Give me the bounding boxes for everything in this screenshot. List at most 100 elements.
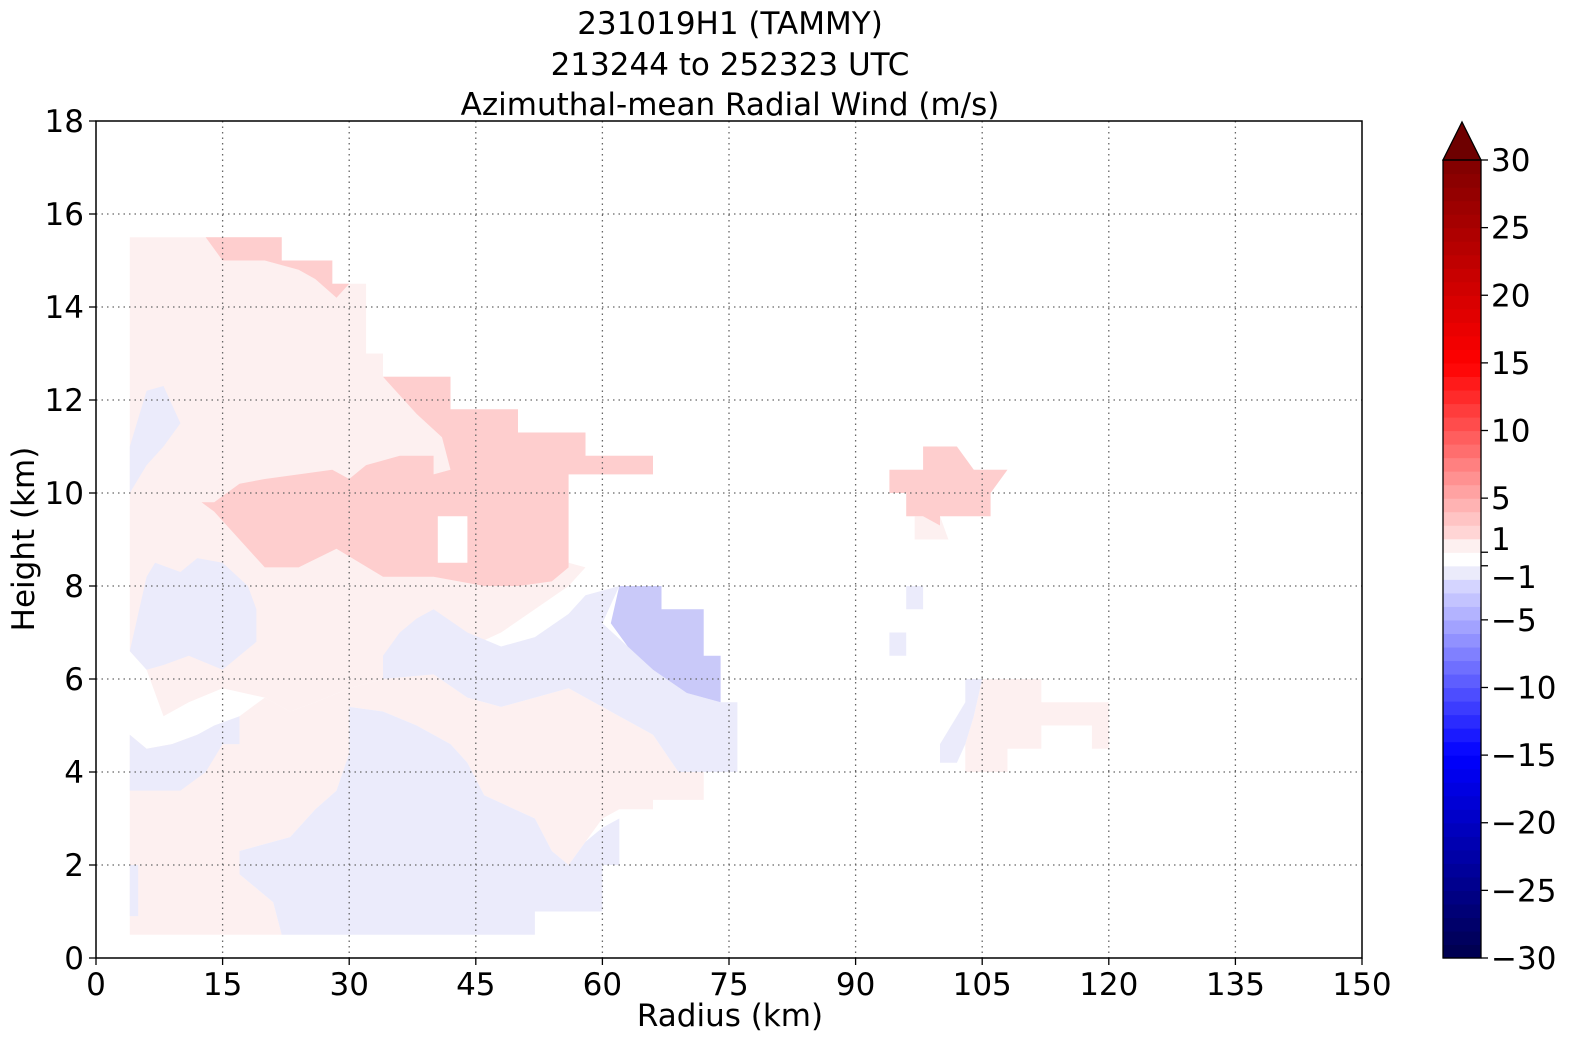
x-tick-label: 0: [86, 967, 106, 1003]
x-tick-label: 90: [836, 967, 875, 1003]
colorbar-tick-label: 30: [1491, 143, 1530, 179]
x-tick-label: 30: [329, 967, 368, 1003]
y-tick-label: 6: [64, 662, 84, 698]
colorbar-segment: [1443, 863, 1481, 878]
contour-hole: [437, 516, 468, 563]
colorbar-segment: [1443, 809, 1481, 824]
colorbar-segment: [1443, 741, 1481, 756]
colorbar-tick-label: −15: [1491, 738, 1556, 774]
y-axis-label: Height (km): [6, 447, 42, 632]
contour-region-neg-1: [940, 679, 983, 763]
colorbar-tick-label: 1: [1491, 522, 1511, 558]
y-tick-label: 8: [64, 569, 84, 605]
y-tick-label: 16: [45, 197, 84, 233]
colorbar-segment: [1443, 755, 1481, 770]
colorbar-segment: [1443, 701, 1481, 716]
contour-region-neg-1: [889, 632, 907, 656]
x-tick-label: 15: [203, 967, 242, 1003]
x-tick-label: 60: [583, 967, 622, 1003]
contour-fill-layer: [129, 237, 1109, 935]
contour-region-pos-1: [129, 674, 704, 935]
colorbar-segment: [1443, 822, 1481, 837]
colorbar-segment: [1443, 457, 1481, 472]
y-axis-ticks: 0 2 4 6 8 10 12 14 16 18: [45, 104, 96, 977]
colorbar-segment: [1443, 876, 1481, 891]
colorbar-tick-label: −30: [1491, 941, 1556, 977]
chart-title-line-2: 213244 to 252323 UTC: [551, 47, 910, 83]
colorbar-segment: [1443, 389, 1481, 405]
colorbar-segment: [1443, 565, 1481, 580]
colorbar-segment: [1443, 484, 1481, 499]
x-axis-ticks: 0 15 30 45 60 75 90 105 120 135 150: [86, 958, 1392, 1003]
colorbar-segment: [1443, 254, 1481, 269]
colorbar-segment: [1443, 403, 1481, 418]
colorbar-tick-label: 10: [1491, 414, 1530, 450]
y-tick-label: 18: [45, 104, 84, 140]
colorbar-segment: [1443, 444, 1481, 459]
contour-region-neg-1: [129, 865, 139, 917]
colorbar-segment: [1443, 281, 1481, 296]
chart-title-line-1: 231019H1 (TAMMY): [577, 6, 883, 42]
colorbar-tick-label: −20: [1491, 806, 1556, 842]
x-tick-label: 120: [1079, 967, 1138, 1003]
colorbar-segment: [1443, 660, 1481, 675]
x-tick-label: 45: [456, 967, 495, 1003]
colorbar-segment: [1443, 471, 1481, 486]
colorbar-segment: [1443, 606, 1481, 621]
colorbar-tick-label: −10: [1491, 670, 1556, 706]
contour-region-pos-1: [965, 679, 1109, 772]
colorbar-segment: [1443, 295, 1481, 310]
contour-region-neg-1: [129, 558, 257, 670]
colorbar-ticks: 30 25 20 15 10 5 1−1 −5 −10 −15 −20 −25 −30: [1481, 143, 1556, 977]
colorbar-tick-label: −5: [1491, 603, 1537, 639]
colorbar-segment: [1443, 498, 1481, 513]
chart-title-line-3: Azimuthal-mean Radial Wind (m/s): [461, 87, 1000, 123]
colorbar-segment: [1443, 579, 1481, 594]
contour-region-pos-5: [201, 376, 653, 586]
colorbar-segment: [1443, 714, 1481, 729]
colorbar-segment: [1443, 511, 1481, 526]
colorbar-segment: [1443, 728, 1481, 743]
colorbar-segment: [1443, 782, 1481, 797]
colorbar-segment: [1443, 268, 1481, 283]
colorbar-segment: [1443, 376, 1481, 391]
colorbar-segment: [1443, 200, 1481, 215]
colorbar-segment: [1443, 646, 1481, 662]
colorbar-segment: [1443, 362, 1481, 378]
colorbar-extend-arrow: [1441, 120, 1483, 161]
colorbar-segment: [1443, 673, 1481, 689]
colorbar-segment: [1443, 944, 1481, 959]
y-tick-label: 10: [45, 476, 84, 512]
colorbar-segment: [1443, 160, 1481, 175]
colorbar-segment: [1443, 308, 1481, 323]
colorbar-tick-label: 15: [1491, 346, 1530, 382]
colorbar-tick-label: −25: [1491, 873, 1556, 909]
contour-region-neg-1: [129, 386, 181, 493]
y-tick-label: 12: [45, 383, 84, 419]
contour-region-pos-5: [889, 446, 1008, 526]
x-axis-label: Radius (km): [637, 998, 823, 1034]
y-tick-label: 14: [45, 290, 84, 326]
y-tick-label: 0: [64, 941, 84, 977]
colorbar-segment: [1443, 795, 1481, 810]
colorbar-segment: [1443, 335, 1481, 350]
colorbar-segment: [1443, 930, 1481, 946]
colorbar-segment: [1443, 849, 1481, 864]
colorbar-segment: [1443, 538, 1481, 553]
y-tick-label: 4: [64, 755, 84, 791]
colorbar-segment: [1443, 227, 1481, 242]
colorbar-segment: [1443, 890, 1481, 905]
contour-region-pos-5: [205, 237, 350, 298]
colorbar-segment: [1443, 552, 1481, 567]
colorbar-segment: [1443, 349, 1481, 364]
colorbar-segment: [1443, 187, 1481, 202]
colorbar-tick-label: 20: [1491, 278, 1530, 314]
gridlines: [96, 121, 1362, 958]
colorbar-segment: [1443, 416, 1481, 432]
colorbar-segment: [1443, 917, 1481, 932]
colorbar: [1441, 120, 1483, 959]
colorbar-segment: [1443, 525, 1481, 540]
colorbar-segment: [1443, 768, 1481, 783]
colorbar-tick-label: −1: [1491, 560, 1537, 596]
